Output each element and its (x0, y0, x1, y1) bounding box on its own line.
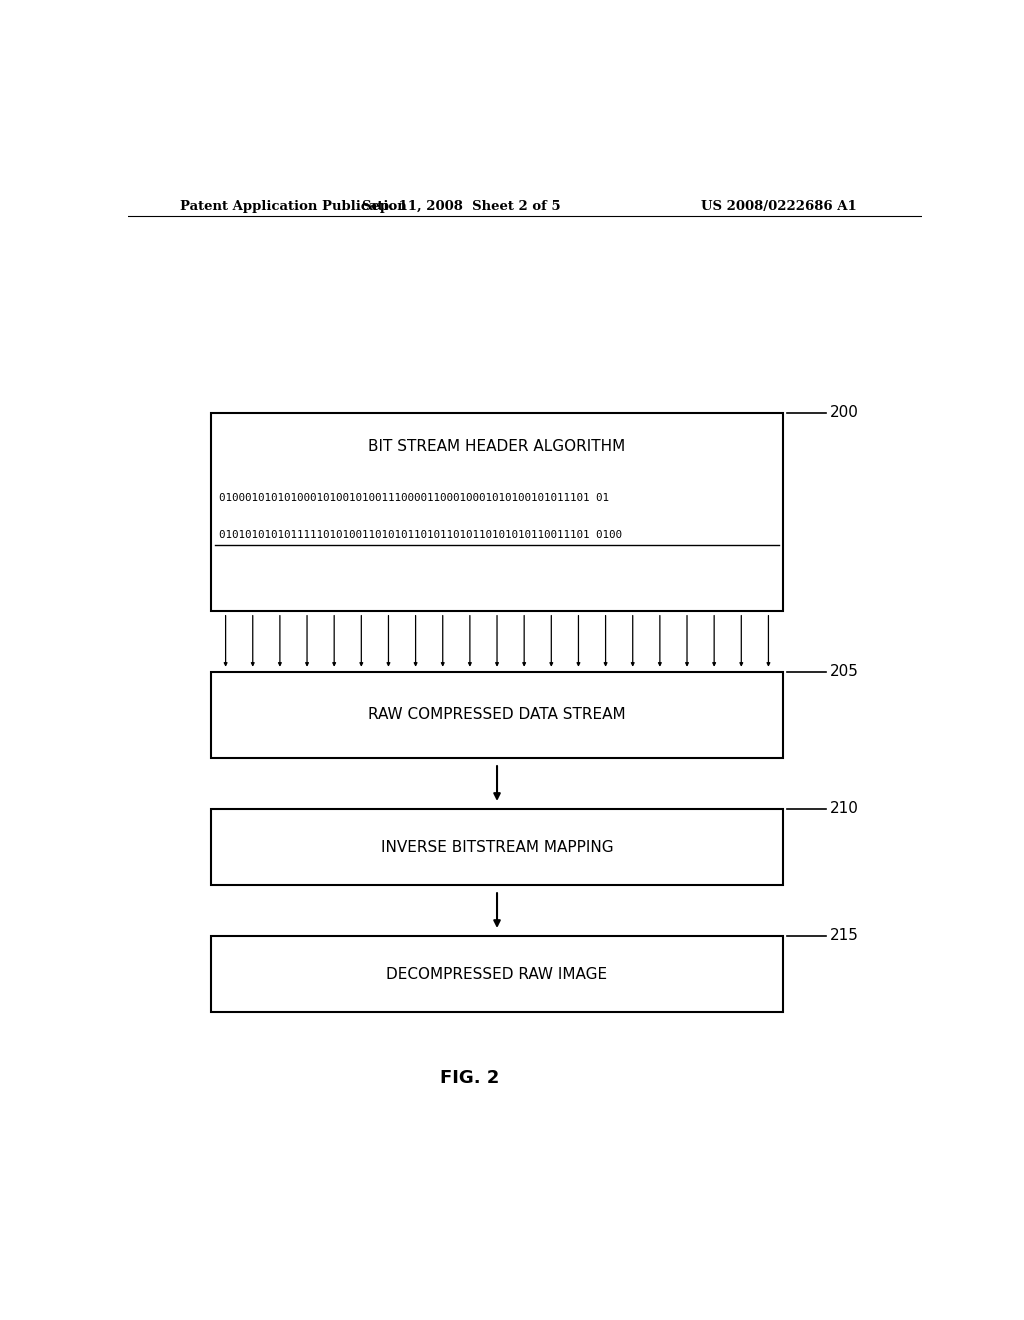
Text: INVERSE BITSTREAM MAPPING: INVERSE BITSTREAM MAPPING (381, 840, 613, 854)
Text: FIG. 2: FIG. 2 (439, 1069, 499, 1088)
Bar (211, 936, 782, 1012)
Text: US 2008/0222686 A1: US 2008/0222686 A1 (700, 199, 857, 213)
Bar (211, 809, 782, 886)
Text: 010001010101000101001010011100001100010001010100101011101 01: 0100010101010001010010100111000011000100… (219, 492, 609, 503)
Bar (211, 413, 782, 611)
Text: BIT STREAM HEADER ALGORITHM: BIT STREAM HEADER ALGORITHM (369, 438, 626, 454)
Text: 210: 210 (830, 801, 859, 816)
Text: Patent Application Publication: Patent Application Publication (179, 199, 407, 213)
Text: 215: 215 (830, 928, 859, 944)
Text: RAW COMPRESSED DATA STREAM: RAW COMPRESSED DATA STREAM (369, 708, 626, 722)
Text: 200: 200 (830, 405, 859, 420)
Text: Sep. 11, 2008  Sheet 2 of 5: Sep. 11, 2008 Sheet 2 of 5 (362, 199, 560, 213)
Text: 010101010101111101010011010101101011010110101010110011101 0100: 0101010101011111010100110101011010110101… (219, 531, 623, 540)
Bar (211, 672, 782, 758)
Text: DECOMPRESSED RAW IMAGE: DECOMPRESSED RAW IMAGE (386, 966, 607, 982)
Text: 205: 205 (830, 664, 859, 680)
